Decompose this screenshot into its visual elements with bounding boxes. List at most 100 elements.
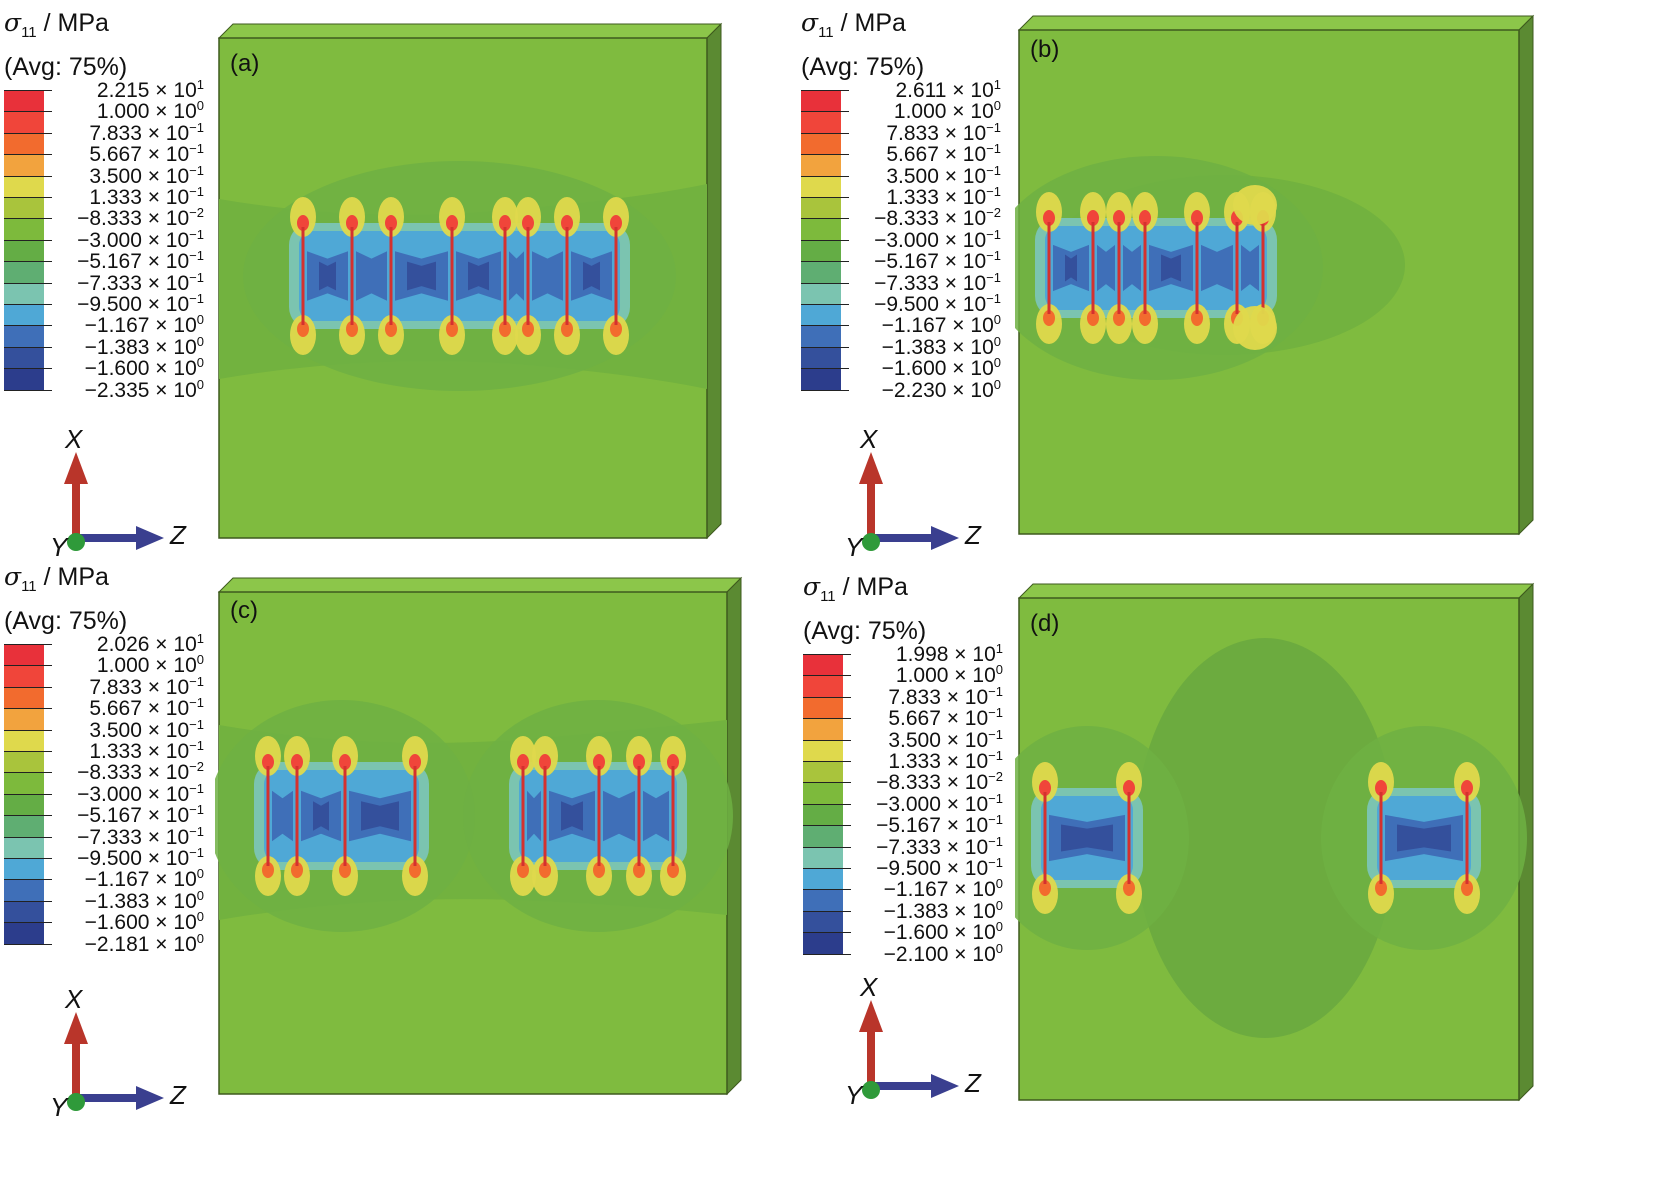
- legend-exponent: 0: [995, 876, 1003, 892]
- crack-set-inner-zone: [356, 251, 387, 301]
- legend-mantissa: 1.000 × 10: [96, 100, 197, 124]
- crack-set-right-tip-peak: [667, 862, 679, 878]
- legend-exponent: −1: [189, 248, 204, 264]
- legend-tick: [843, 846, 851, 848]
- legend-mantissa: 3.500 × 10: [886, 164, 987, 188]
- legend-tick: [44, 772, 52, 774]
- legend-exponent: −1: [988, 790, 1003, 806]
- legend-swatch: [803, 803, 843, 827]
- legend-tick: [44, 218, 52, 220]
- legend-value: −1.600 × 100: [52, 910, 204, 933]
- legend-exponent: −1: [988, 683, 1003, 699]
- legend-value: −1.600 × 100: [52, 355, 204, 381]
- legend-tick: [44, 665, 52, 667]
- legend-tick: [44, 304, 52, 305]
- legend-mantissa: 2.215 × 10: [96, 79, 197, 102]
- legend-tick: [843, 803, 851, 805]
- legend-value: −1.167 × 100: [52, 867, 204, 892]
- legend-value: −1.600 × 100: [849, 356, 1001, 381]
- block-side-face: [1518, 14, 1534, 536]
- legend-exponent: 0: [196, 355, 204, 371]
- legend-mantissa: 1.000 × 10: [96, 654, 197, 678]
- legend-value: 5.667 × 10−1: [52, 142, 204, 165]
- z-axis-arrowhead: [931, 1074, 959, 1098]
- legend-tick: [841, 175, 849, 177]
- legend-swatch: [4, 858, 44, 881]
- tip-stress-large: [1233, 306, 1277, 350]
- legend-mantissa: −1.600 × 10: [881, 357, 994, 381]
- crack-set-left-tip-peak: [262, 862, 274, 878]
- legend-value: 1.333 × 10−1: [851, 748, 1003, 772]
- legend-exponent: −1: [986, 184, 1001, 199]
- legend-tick: [841, 389, 849, 391]
- crack-set-right-core-zone: [561, 801, 583, 831]
- legend-swatch: [803, 825, 843, 848]
- x-axis-shaft: [867, 482, 875, 540]
- legend-mantissa: −1.600 × 10: [84, 357, 197, 381]
- crack-set-core-zone: [1161, 254, 1181, 282]
- legend-tick: [841, 132, 849, 134]
- legend-tick: [44, 261, 52, 263]
- legend-swatch: [4, 665, 44, 688]
- legend-exponent: −1: [988, 833, 1003, 849]
- legend-d: σ11 / MPa (Avg: 75%) 1.998 × 101 1.000 × …: [803, 570, 1008, 987]
- legend-mantissa: −2.100 × 10: [883, 942, 996, 966]
- legend-swatch: [801, 90, 841, 113]
- legend-swatch: [4, 111, 44, 134]
- legend-tick: [843, 953, 851, 955]
- crack-set-core-zone: [1065, 254, 1077, 282]
- panel-c: σ11 / MPa (Avg: 75%) 2.026 × 101 1.000 × …: [0, 562, 827, 1184]
- legend-tick: [44, 708, 52, 710]
- legend-value: 1.000 × 100: [52, 652, 204, 678]
- crack-set-left-tip-peak: [291, 754, 303, 770]
- legend-exponent: 0: [196, 652, 204, 668]
- legend-tick: [44, 175, 52, 177]
- crack-set-tip-peak: [1139, 210, 1151, 226]
- legend-exponent: −1: [986, 226, 1001, 242]
- legend-value: 5.667 × 10−1: [851, 706, 1003, 729]
- legend-value: 1.000 × 100: [849, 99, 1001, 122]
- legend-mantissa: −8.333 × 10: [876, 771, 989, 795]
- stress-contour-plot-d: [1015, 582, 1535, 1102]
- crack-set-tip-peak: [499, 321, 511, 337]
- x-axis-label: X: [65, 984, 83, 1014]
- legend-value: −5.167 × 10−1: [849, 249, 1001, 272]
- legend-tick: [44, 346, 52, 348]
- legend-exponent: −1: [986, 269, 1001, 285]
- legend-exponent: 0: [196, 930, 204, 946]
- crack-set-left-tip-peak: [1039, 880, 1051, 896]
- legend-exponent: −1: [988, 748, 1003, 763]
- legend-value: 2.215 × 101: [52, 78, 204, 102]
- crack-set-left-tip-peak: [339, 754, 351, 770]
- legend-swatch: [803, 846, 843, 869]
- legend-value: −2.181 × 100: [52, 930, 204, 955]
- crack-set-inner-zone: [532, 251, 563, 301]
- legend-swatch: [803, 654, 843, 677]
- legend-value: −1.167 × 100: [849, 312, 1001, 336]
- legend-exponent: −1: [189, 291, 204, 306]
- legend-tick: [44, 132, 52, 134]
- legend-value: 7.833 × 10−1: [52, 675, 204, 698]
- legend-swatch: [803, 696, 843, 720]
- legend-swatch: [803, 675, 843, 698]
- legend-swatch: [801, 282, 841, 305]
- legend-exponent: 0: [993, 312, 1001, 328]
- legend-value: −1.383 × 100: [851, 899, 1003, 922]
- legend-value: −8.333 × 10−2: [52, 206, 204, 229]
- panel-a: σ11 / MPa (Avg: 75%) 2.215 × 101 1.000 × …: [0, 0, 827, 592]
- legend-tick: [843, 675, 851, 677]
- y-axis-glyph: [862, 533, 880, 551]
- legend-exponent: 1: [995, 641, 1003, 656]
- y-axis-label: Y: [50, 1092, 68, 1122]
- crack-set-tip-peak: [561, 321, 573, 337]
- legend-mantissa: −1.167 × 10: [84, 314, 197, 338]
- crack-set-core-zone: [583, 261, 600, 291]
- legend-value: 1.000 × 100: [851, 663, 1003, 686]
- legend-swatch: [801, 132, 841, 156]
- legend-value: −8.333 × 10−2: [849, 206, 1001, 229]
- x-axis-shaft: [867, 1030, 875, 1088]
- legend-mantissa: −1.167 × 10: [84, 868, 197, 892]
- legend-value: −9.500 × 10−1: [851, 856, 1003, 879]
- legend-exponent: 0: [993, 376, 1001, 392]
- legend-tick: [843, 718, 851, 720]
